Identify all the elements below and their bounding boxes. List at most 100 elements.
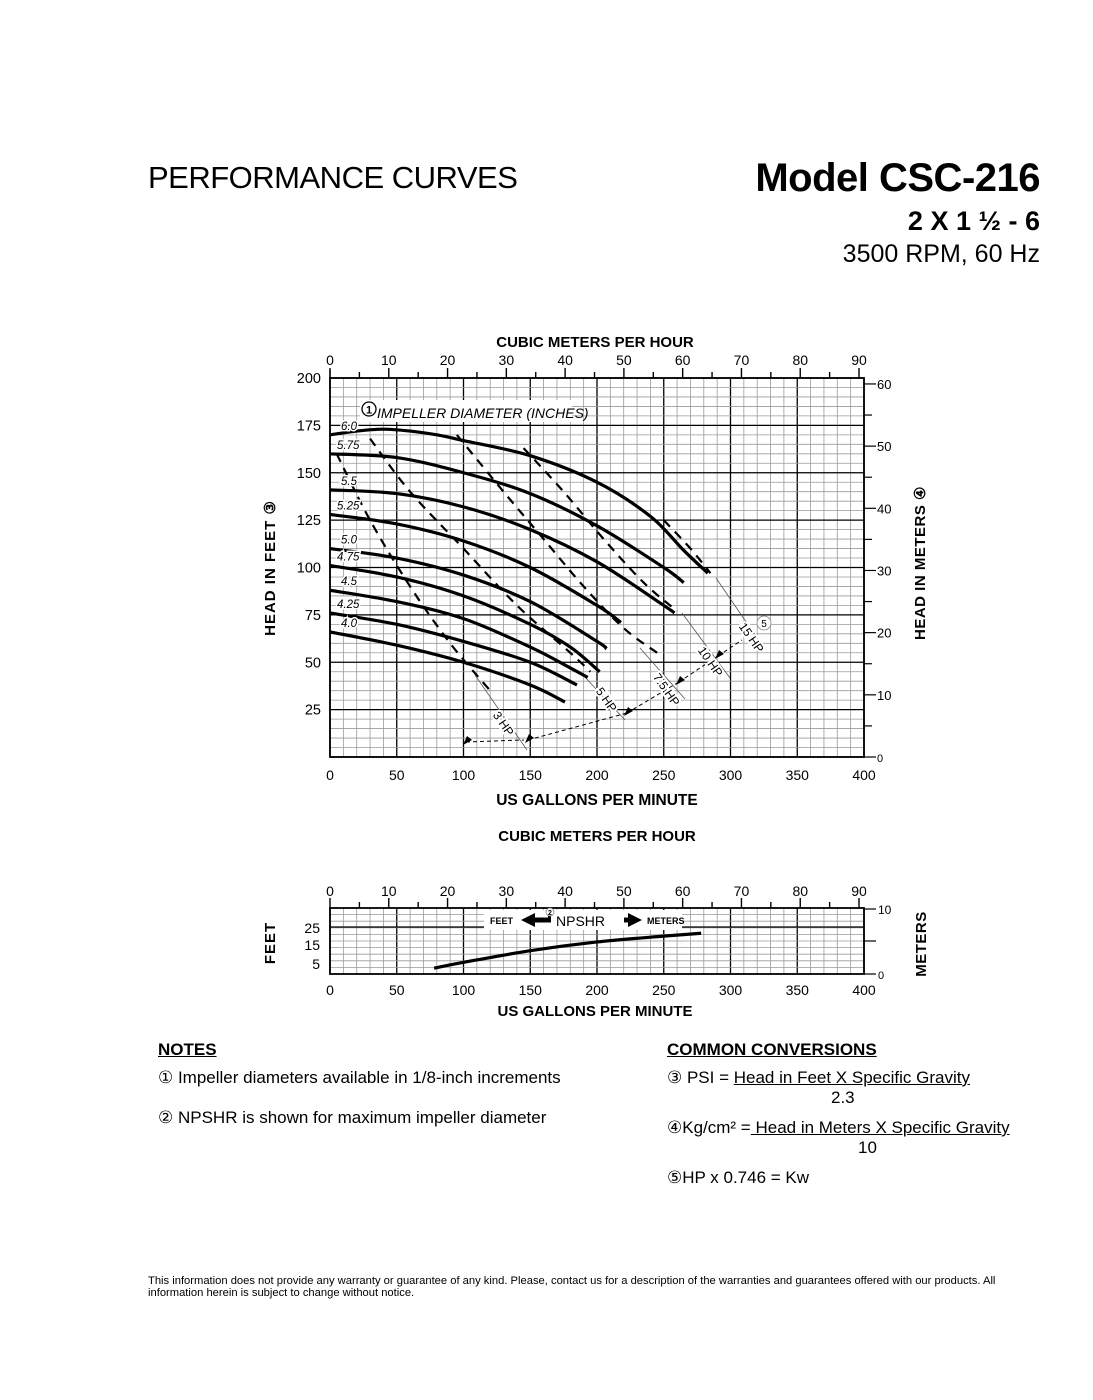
impeller-curves — [329, 427, 709, 704]
note-2-marker: 2 — [548, 910, 552, 917]
npshr-legend-meters: METERS — [647, 916, 685, 926]
npshr-top-axis-title: CUBIC METERS PER HOUR — [498, 828, 696, 845]
svg-text:4.25: 4.25 — [337, 599, 360, 611]
svg-text:125: 125 — [297, 513, 321, 529]
svg-text:40: 40 — [877, 501, 891, 516]
main-chart-axes: 0 50 100 150 200 250 300 350 4002550751001251501… — [297, 352, 892, 783]
performance-charts: 0 50 100 150 200 250 300 350 4002550751001251501… — [262, 334, 930, 1020]
arrow-left-icon — [521, 913, 551, 927]
svg-text:5.25: 5.25 — [337, 500, 360, 512]
svg-text:250: 250 — [652, 982, 676, 998]
svg-text:200: 200 — [585, 982, 609, 998]
svg-text:10: 10 — [877, 688, 891, 703]
svg-text:10: 10 — [878, 903, 892, 917]
svg-text:100: 100 — [452, 982, 476, 998]
svg-text:15: 15 — [304, 937, 320, 953]
svg-text:50: 50 — [877, 439, 891, 454]
svg-text:300: 300 — [719, 982, 743, 998]
svg-text:175: 175 — [297, 418, 321, 434]
svg-text:4.0: 4.0 — [341, 618, 358, 630]
svg-text:50: 50 — [616, 352, 632, 368]
svg-text:70: 70 — [734, 352, 750, 368]
svg-text:80: 80 — [792, 352, 808, 368]
svg-text:30: 30 — [499, 352, 515, 368]
svg-text:10: 10 — [381, 352, 397, 368]
svg-text:3 HP: 3 HP — [490, 709, 517, 739]
note-item: ② NPSHR is shown for maximum impeller di… — [158, 1108, 547, 1127]
svg-text:0: 0 — [326, 883, 334, 899]
svg-text:0: 0 — [878, 970, 884, 982]
svg-text:20: 20 — [877, 626, 891, 641]
svg-text:300: 300 — [719, 767, 743, 783]
svg-text:80: 80 — [792, 883, 808, 899]
pump-speed: 3500 RPM, 60 Hz — [842, 240, 1040, 268]
npshr-bottom-axis-title: US GALLONS PER MINUTE — [497, 1003, 692, 1020]
kg-numerator: Head in Meters X Specific Gravity — [750, 1118, 1010, 1137]
main-right-axis-title: HEAD IN METERS ④ — [912, 486, 929, 640]
disclaimer: This information does not provide any wa… — [148, 1275, 996, 1299]
svg-text:4.75: 4.75 — [337, 552, 360, 564]
svg-text:5.5: 5.5 — [341, 476, 358, 488]
svg-text:150: 150 — [519, 982, 543, 998]
main-top-axis-title: CUBIC METERS PER HOUR — [496, 334, 694, 351]
main-bottom-axis-title: US GALLONS PER MINUTE — [496, 792, 698, 809]
svg-text:60: 60 — [877, 377, 891, 392]
svg-text:5: 5 — [761, 619, 767, 630]
psi-numerator: Head in Feet X Specific Gravity — [733, 1068, 970, 1087]
svg-text:60: 60 — [675, 883, 691, 899]
svg-text:5: 5 — [312, 956, 320, 972]
svg-text:4.5: 4.5 — [341, 576, 358, 588]
kg-conversion: ④Kg/cm² = Head in Meters X Specific Grav… — [667, 1118, 1067, 1158]
kg-denominator: 10 — [858, 1138, 877, 1157]
svg-text:90: 90 — [851, 352, 867, 368]
psi-conversion: ③ PSI = Head in Feet X Specific Gravity … — [667, 1068, 1067, 1108]
svg-text:50: 50 — [389, 982, 405, 998]
notes-header: NOTES — [158, 1040, 217, 1059]
notes-section: NOTES ① Impeller diameters available in … — [158, 1040, 618, 1148]
svg-text:400: 400 — [852, 982, 876, 998]
svg-text:150: 150 — [519, 767, 543, 783]
page-title: PERFORMANCE CURVES — [148, 160, 518, 195]
npshr-left-axis-title: FEET — [262, 922, 279, 964]
svg-text:100: 100 — [297, 561, 321, 577]
svg-text:20: 20 — [440, 883, 456, 899]
svg-text:0: 0 — [326, 767, 334, 783]
svg-text:6.0: 6.0 — [341, 421, 358, 433]
kw-conversion: ⑤HP x 0.746 = Kw — [667, 1168, 810, 1187]
npshr-curve — [433, 931, 702, 970]
svg-text:30: 30 — [499, 883, 515, 899]
svg-text:200: 200 — [297, 371, 321, 387]
svg-text:60: 60 — [675, 352, 691, 368]
svg-text:20: 20 — [440, 352, 456, 368]
svg-text:25: 25 — [305, 703, 321, 719]
svg-text:250: 250 — [652, 767, 676, 783]
svg-text:7.5 HP: 7.5 HP — [650, 671, 683, 709]
svg-text:50: 50 — [616, 883, 632, 899]
svg-text:200: 200 — [585, 767, 609, 783]
pump-size: 2 X 1 ½ - 6 — [907, 206, 1040, 236]
svg-text:30: 30 — [877, 563, 891, 578]
svg-text:50: 50 — [305, 655, 321, 671]
svg-text:70: 70 — [734, 883, 750, 899]
psi-denominator: 2.3 — [831, 1088, 855, 1107]
svg-text:50: 50 — [389, 767, 405, 783]
svg-text:25: 25 — [304, 920, 320, 936]
svg-text:0: 0 — [326, 352, 334, 368]
svg-text:150: 150 — [297, 466, 321, 482]
main-chart-grid — [329, 377, 865, 758]
npshr-legend-title: NPSHR — [556, 913, 605, 929]
svg-text:100: 100 — [452, 767, 476, 783]
impeller-diameter-caption: IMPELLER DIAMETER (INCHES) — [377, 405, 589, 421]
svg-text:75: 75 — [305, 608, 321, 624]
main-left-axis-title: HEAD IN FEET ③ — [262, 500, 279, 636]
model-name: Model CSC-216 — [755, 156, 1040, 200]
svg-text:400: 400 — [852, 767, 876, 783]
npshr-grid — [329, 907, 865, 975]
svg-text:40: 40 — [557, 352, 573, 368]
svg-text:40: 40 — [557, 883, 573, 899]
svg-text:5.0: 5.0 — [341, 535, 358, 547]
impeller-diameter-label: 1 IMPELLER DIAMETER (INCHES) — [360, 400, 589, 422]
conversions-header: COMMON CONVERSIONS — [667, 1040, 877, 1059]
svg-text:10: 10 — [381, 883, 397, 899]
